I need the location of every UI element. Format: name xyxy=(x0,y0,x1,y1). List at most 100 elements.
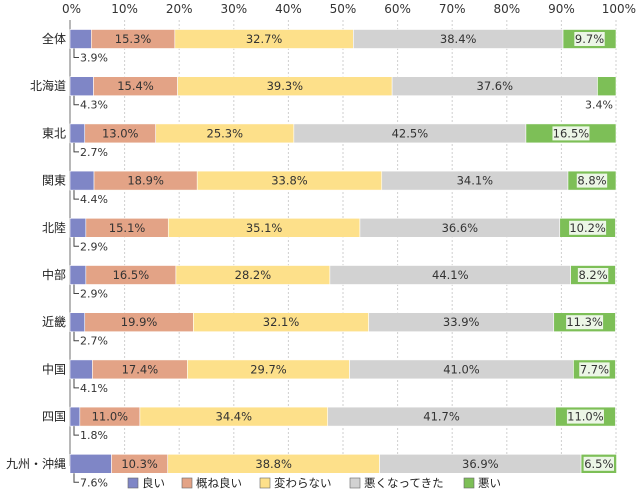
data-label: 15.3% xyxy=(115,32,152,46)
data-label: 9.7% xyxy=(575,32,604,46)
label-background xyxy=(566,409,604,424)
x-tick-label: 20% xyxy=(166,2,193,16)
legend-label: 悪い xyxy=(478,476,501,490)
label-background xyxy=(552,126,590,141)
bar-segment xyxy=(69,406,81,427)
data-label: 17.4% xyxy=(122,362,159,376)
data-label: 32.7% xyxy=(246,32,283,46)
data-label: 38.8% xyxy=(255,457,292,471)
category-label: 四国 xyxy=(42,410,66,424)
label-background xyxy=(566,315,604,330)
data-label: 35.1% xyxy=(246,221,283,235)
legend-swatch xyxy=(463,477,475,489)
x-tick-label: 40% xyxy=(275,2,302,16)
data-label: 16.5% xyxy=(553,126,590,140)
data-label: 15.1% xyxy=(109,221,146,235)
x-tick-label: 90% xyxy=(548,2,575,16)
category-label: 東北 xyxy=(42,126,66,140)
data-label: 33.8% xyxy=(271,174,308,188)
legend-swatch xyxy=(181,477,193,489)
legend-label: 悪くなってきた xyxy=(364,476,444,490)
data-label: 36.6% xyxy=(442,221,479,235)
data-label: 32.1% xyxy=(263,315,300,329)
leader-line xyxy=(73,284,79,294)
data-label: 10.3% xyxy=(121,457,158,471)
x-tick-label: 80% xyxy=(493,2,520,16)
data-label: 38.4% xyxy=(440,32,477,46)
leader-line xyxy=(73,331,79,342)
label-background xyxy=(577,268,609,282)
leader-line xyxy=(73,426,79,436)
bar-segment xyxy=(69,29,92,49)
category-label: 中部 xyxy=(42,267,66,282)
data-label: 2.7% xyxy=(80,335,108,348)
bar-segment xyxy=(69,76,94,96)
bar-segment xyxy=(69,123,86,144)
legend-label: 良い xyxy=(142,476,165,490)
bar-segment xyxy=(69,265,87,285)
leader-line xyxy=(73,48,79,58)
data-label: 34.1% xyxy=(457,174,494,188)
x-tick-label: 30% xyxy=(220,2,247,16)
data-label: 2.9% xyxy=(80,288,108,301)
data-label: 41.0% xyxy=(443,362,480,376)
data-label: 2.9% xyxy=(80,240,108,253)
x-tick-label: 0% xyxy=(62,2,81,16)
bar-segment xyxy=(69,170,95,191)
data-label: 4.1% xyxy=(80,382,108,395)
data-label: 36.9% xyxy=(462,457,499,471)
category-label: 北海道 xyxy=(30,78,66,93)
data-label: 1.8% xyxy=(80,429,108,442)
leader-line xyxy=(73,378,79,389)
x-tick-label: 50% xyxy=(330,2,357,16)
leader-line xyxy=(73,473,79,483)
legend-label: 概ね良い xyxy=(196,476,242,490)
bar-segment xyxy=(69,312,86,333)
data-label: 16.5% xyxy=(113,268,150,282)
data-label: 15.4% xyxy=(117,79,154,93)
x-tick-label: 10% xyxy=(111,2,138,16)
data-label: 44.1% xyxy=(432,268,469,282)
data-label: 29.7% xyxy=(250,362,287,376)
x-axis-tick-labels: 0% 10% 20% 30% 40% 50% 60% 70% 80% 90% 100% xyxy=(62,2,636,16)
data-label: 25.3% xyxy=(207,126,244,140)
leader-line xyxy=(73,190,79,200)
data-labels: 3.9% 15.3% 32.7% 38.4% 9.7% 4.3% 15.4% 39.3% 37.… xyxy=(73,32,615,489)
data-label: 18.9% xyxy=(127,174,164,188)
legend-swatch xyxy=(259,477,271,489)
x-tick-label: 60% xyxy=(384,2,411,16)
data-label: 2.7% xyxy=(80,146,108,159)
label-background xyxy=(583,456,615,471)
label-background xyxy=(579,362,610,377)
data-label: 11.0% xyxy=(92,410,129,424)
data-label: 3.4% xyxy=(585,99,613,112)
label-background xyxy=(576,173,608,188)
category-label: 中国 xyxy=(42,361,66,376)
legend: 良い 概ね良い 変わらない 悪くなってきた 悪い xyxy=(127,476,501,490)
data-label: 34.4% xyxy=(216,410,253,424)
bar-segment xyxy=(69,453,112,474)
label-background xyxy=(569,220,607,235)
category-label: 近畿 xyxy=(42,315,66,329)
leader-line xyxy=(73,142,79,153)
data-label: 4.4% xyxy=(80,193,108,206)
legend-label: 変わらない xyxy=(274,476,332,490)
data-label: 10.2% xyxy=(569,221,606,235)
data-label: 7.7% xyxy=(580,362,609,376)
data-label: 19.9% xyxy=(121,315,158,329)
data-label: 11.3% xyxy=(566,315,603,329)
data-label: 7.6% xyxy=(80,476,108,489)
data-label: 37.6% xyxy=(477,79,514,93)
leader-line xyxy=(73,237,79,247)
data-label: 42.5% xyxy=(392,126,429,140)
data-label: 8.8% xyxy=(577,174,606,188)
data-label: 4.3% xyxy=(80,99,108,112)
legend-swatch xyxy=(349,477,361,489)
leader-line xyxy=(73,95,79,106)
legend-swatch xyxy=(127,477,139,489)
category-label: 全体 xyxy=(42,31,66,46)
data-label: 13.0% xyxy=(102,126,139,140)
data-label: 39.3% xyxy=(267,79,304,93)
